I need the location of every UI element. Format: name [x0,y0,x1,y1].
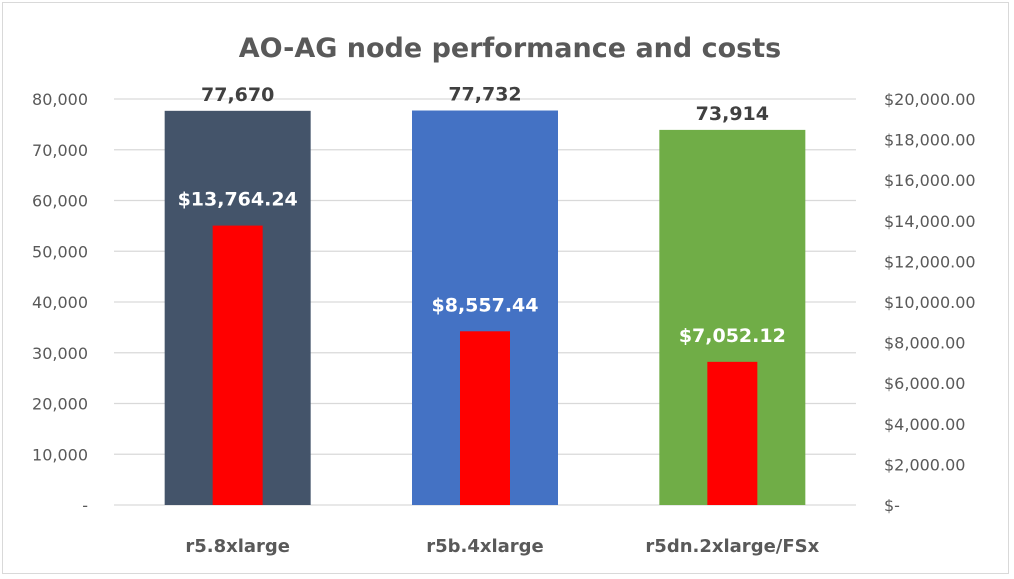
cost-bar [460,331,510,505]
category-label: r5b.4xlarge [426,536,544,557]
left-tick-label: 10,000 [32,445,88,464]
left-tick-label: 80,000 [32,90,88,109]
performance-data-label: 73,914 [696,103,769,125]
right-tick-label: $16,000.00 [884,171,976,190]
left-tick-label: 20,000 [32,395,88,414]
left-tick-label: 60,000 [32,192,88,211]
left-tick-label: 50,000 [32,242,88,261]
right-tick-label: $- [884,496,900,515]
right-tick-label: $4,000.00 [884,415,965,434]
left-tick-label: 40,000 [32,293,88,312]
chart-title: AO-AG node performance and costs [239,33,781,64]
cost-bar [707,361,758,505]
category-label: r5.8xlarge [185,536,290,557]
right-tick-label: $6,000.00 [884,374,965,393]
cost-bar [212,225,263,505]
right-tick-label: $10,000.00 [884,293,976,312]
performance-data-label: 77,732 [448,84,521,106]
cost-data-label: $8,557.44 [432,294,539,316]
right-tick-label: $12,000.00 [884,252,976,271]
cost-data-label: $13,764.24 [178,189,298,211]
left-tick-label: 30,000 [32,344,88,363]
right-tick-label: $20,000.00 [884,90,976,109]
right-tick-label: $14,000.00 [884,212,976,231]
right-tick-label: $8,000.00 [884,334,965,353]
cost-data-label: $7,052.12 [679,325,786,347]
right-tick-label: $18,000.00 [884,131,976,150]
performance-data-label: 77,670 [201,84,274,106]
left-tick-label: - [82,496,88,515]
left-tick-label: 70,000 [32,141,88,160]
category-label: r5dn.2xlarge/FSx [645,536,819,557]
right-tick-label: $2,000.00 [884,455,965,474]
